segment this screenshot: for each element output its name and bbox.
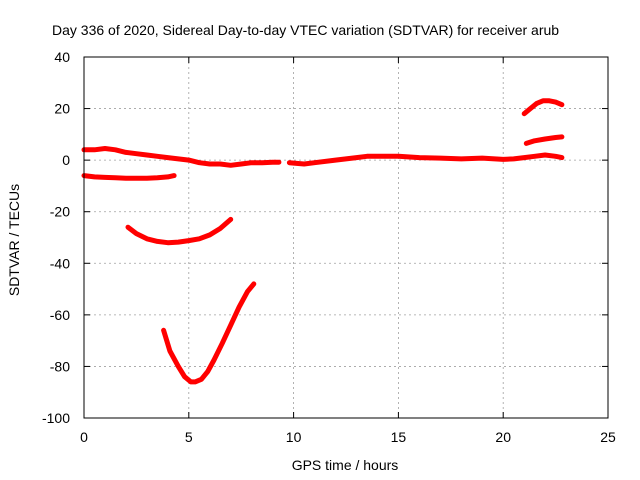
- x-tick-label: 25: [600, 429, 616, 445]
- axis-layer: 0 5 10 15 20 25 -100 -80 -60 -40 -20 0 20 40: [42, 49, 616, 445]
- series-arc-2: [286, 152, 565, 167]
- series-arc-4: [125, 216, 234, 246]
- x-tick-label: 5: [185, 429, 193, 445]
- y-tick-label: -40: [50, 255, 70, 271]
- y-tick-label: 40: [54, 49, 70, 65]
- y-tick-label: -60: [50, 307, 70, 323]
- grid-layer: [84, 57, 608, 418]
- series-arc-6: [521, 98, 565, 117]
- y-tick-label: 0: [62, 152, 70, 168]
- series-arc-1: [81, 146, 282, 168]
- x-tick-label: 15: [391, 429, 407, 445]
- y-axis-title: SDTVAR / TECUs: [6, 184, 22, 296]
- x-axis-title: GPS time / hours: [292, 457, 399, 473]
- x-tick-label: 20: [495, 429, 511, 445]
- x-tick-label: 0: [80, 429, 88, 445]
- series-arc-3: [81, 173, 177, 181]
- series-layer: [81, 98, 565, 385]
- y-tick-label: 20: [54, 101, 70, 117]
- y-tick-label: -80: [50, 358, 70, 374]
- y-tick-label: -100: [42, 410, 70, 426]
- plot-frame: [83, 56, 609, 419]
- series-arc-7: [523, 134, 565, 146]
- x-tick-label: 10: [286, 429, 302, 445]
- chart-title: Day 336 of 2020, Sidereal Day-to-day VTE…: [52, 22, 559, 38]
- series-arc-5: [161, 281, 257, 385]
- y-tick-label: -20: [50, 204, 70, 220]
